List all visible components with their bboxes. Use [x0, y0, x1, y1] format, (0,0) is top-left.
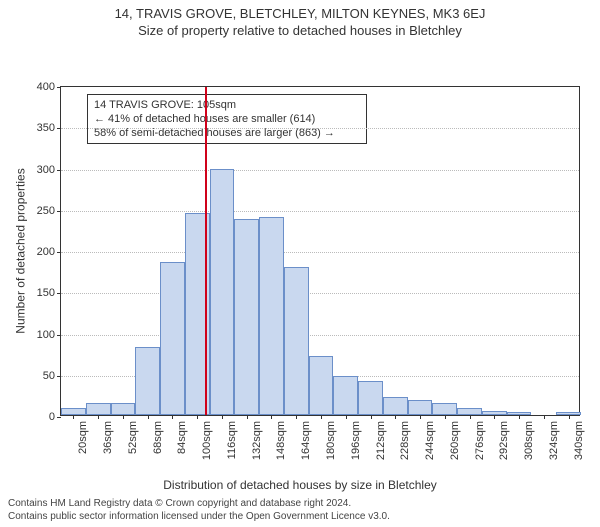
x-tick	[148, 415, 149, 419]
histogram-bar	[358, 381, 383, 415]
x-tick-label: 276sqm	[474, 421, 486, 460]
x-tick	[445, 415, 446, 419]
y-tick-label: 200	[37, 246, 61, 258]
x-tick-label: 132sqm	[251, 421, 263, 460]
gridline	[61, 128, 579, 129]
property-marker-line	[205, 87, 207, 415]
x-tick-label: 52sqm	[127, 421, 139, 454]
x-tick-label: 36sqm	[102, 421, 114, 454]
x-tick-label: 148sqm	[275, 421, 287, 460]
x-tick-label: 212sqm	[375, 421, 387, 460]
histogram-bar	[111, 403, 136, 415]
histogram-bar	[234, 219, 259, 415]
histogram-bar	[284, 267, 309, 416]
page-title-sub: Size of property relative to detached ho…	[0, 23, 600, 38]
chart-container: Number of detached properties 14 TRAVIS …	[0, 38, 600, 474]
x-tick	[123, 415, 124, 419]
footer: Contains HM Land Registry data © Crown c…	[0, 492, 600, 527]
annotation-line2: ← 41% of detached houses are smaller (61…	[94, 112, 360, 126]
histogram-bar	[61, 408, 86, 415]
gridline	[61, 252, 579, 253]
gridline	[61, 211, 579, 212]
x-tick-label: 244sqm	[424, 421, 436, 460]
x-tick-label: 260sqm	[449, 421, 461, 460]
x-tick	[73, 415, 74, 419]
histogram-bar	[135, 347, 160, 415]
x-tick	[519, 415, 520, 419]
x-tick-label: 308sqm	[523, 421, 535, 460]
x-tick	[395, 415, 396, 419]
x-tick	[98, 415, 99, 419]
x-tick	[420, 415, 421, 419]
histogram-bar	[210, 169, 235, 415]
y-tick-label: 400	[37, 81, 61, 93]
annotation-box: 14 TRAVIS GROVE: 105sqm ← 41% of detache…	[87, 94, 367, 145]
x-tick	[247, 415, 248, 419]
histogram-bar	[383, 397, 408, 415]
plot-area: 14 TRAVIS GROVE: 105sqm ← 41% of detache…	[60, 86, 580, 416]
gridline	[61, 170, 579, 171]
y-tick-label: 100	[37, 329, 61, 341]
x-tick-label: 84sqm	[176, 421, 188, 454]
x-tick-label: 20sqm	[77, 421, 89, 454]
x-tick-label: 292sqm	[498, 421, 510, 460]
annotation-line1: 14 TRAVIS GROVE: 105sqm	[94, 98, 360, 112]
x-tick-label: 116sqm	[226, 421, 238, 459]
x-tick	[371, 415, 372, 419]
y-tick-label: 250	[37, 205, 61, 217]
y-axis-label: Number of detached properties	[14, 168, 28, 333]
histogram-bar	[432, 403, 457, 415]
x-tick	[470, 415, 471, 419]
y-tick-label: 300	[37, 164, 61, 176]
x-tick-label: 196sqm	[350, 421, 362, 460]
histogram-bar	[86, 403, 111, 415]
histogram-bar	[259, 217, 284, 415]
x-tick-label: 324sqm	[548, 421, 560, 460]
x-tick-label: 340sqm	[573, 421, 585, 460]
x-tick	[172, 415, 173, 419]
x-tick	[494, 415, 495, 419]
x-tick-label: 228sqm	[399, 421, 411, 460]
histogram-bar	[408, 400, 433, 415]
x-axis-label: Distribution of detached houses by size …	[0, 478, 600, 492]
x-tick-label: 164sqm	[300, 421, 312, 460]
gridline	[61, 335, 579, 336]
x-tick-label: 68sqm	[152, 421, 164, 454]
footer-line-2: Contains public sector information licen…	[8, 511, 592, 524]
page-title-main: 14, TRAVIS GROVE, BLETCHLEY, MILTON KEYN…	[0, 6, 600, 21]
x-tick-label: 180sqm	[325, 421, 337, 460]
y-tick-label: 0	[49, 411, 61, 423]
x-tick	[544, 415, 545, 419]
x-tick	[321, 415, 322, 419]
gridline	[61, 293, 579, 294]
histogram-bar	[160, 262, 185, 415]
x-tick	[222, 415, 223, 419]
x-tick	[296, 415, 297, 419]
histogram-bar	[457, 408, 482, 415]
y-tick-label: 350	[37, 122, 61, 134]
x-tick	[197, 415, 198, 419]
y-tick-label: 50	[43, 370, 61, 382]
x-tick	[569, 415, 570, 419]
y-tick-label: 150	[37, 287, 61, 299]
x-tick	[346, 415, 347, 419]
histogram-bar	[333, 376, 358, 415]
x-tick-label: 100sqm	[201, 421, 213, 460]
histogram-bar	[309, 356, 334, 415]
x-tick	[271, 415, 272, 419]
